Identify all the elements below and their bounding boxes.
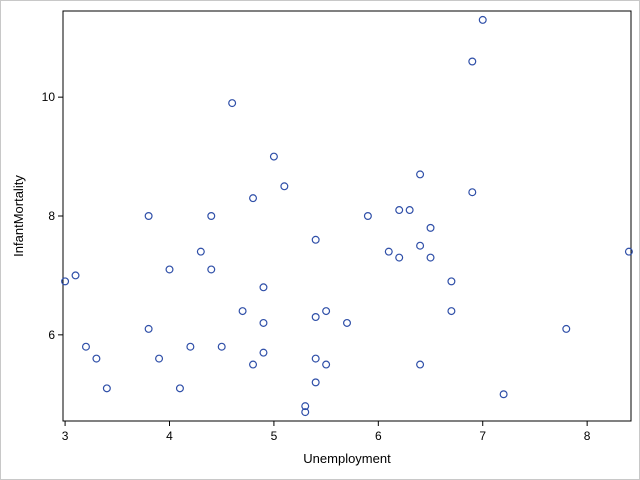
data-point [238,307,247,316]
data-point [624,247,633,256]
data-point [249,360,258,369]
y-axis-ticks: 6 8 10 [42,90,63,342]
data-point [311,313,320,322]
data-point [426,223,435,232]
data-point [322,360,331,369]
x-tick-label: 3 [62,429,69,443]
x-axis-label: Unemployment [303,451,391,466]
data-point [217,342,226,351]
data-point [311,378,320,387]
y-tick-label: 8 [48,209,55,223]
data-point [363,212,372,221]
data-point [61,277,70,286]
data-point [207,265,216,274]
x-tick-label: 5 [271,429,278,443]
data-point [499,390,508,399]
data-point [468,188,477,197]
data-point [175,384,184,393]
data-point [259,348,268,357]
data-point [228,99,237,108]
data-point [405,206,414,215]
x-tick-label: 6 [375,429,382,443]
x-tick-label: 4 [166,429,173,443]
data-point [395,253,404,262]
x-axis-ticks: 3 4 5 6 7 8 [62,421,591,443]
y-tick-label: 10 [42,90,56,104]
y-axis-label: InfantMortality [11,175,26,257]
data-point [416,360,425,369]
data-point [249,194,258,203]
data-point [155,354,164,363]
data-point [280,182,289,191]
data-point [447,277,456,286]
data-point [311,354,320,363]
data-point [269,152,278,161]
data-point [426,253,435,262]
data-point [447,307,456,316]
x-tick-label: 8 [584,429,591,443]
data-point [165,265,174,274]
data-point [311,235,320,244]
data-point [478,15,487,24]
data-point [92,354,101,363]
data-point [102,384,111,393]
data-point [207,212,216,221]
y-tick-label: 6 [48,328,55,342]
data-point [343,318,352,327]
data-point [144,212,153,221]
data-point [468,57,477,66]
data-point [395,206,404,215]
data-point [322,307,331,316]
data-point [259,283,268,292]
data-point [416,241,425,250]
data-point [416,170,425,179]
data-point [301,408,310,417]
data-point [186,342,195,351]
data-point [562,324,571,333]
data-point [144,324,153,333]
data-point [81,342,90,351]
x-tick-label: 7 [479,429,486,443]
data-point [71,271,80,280]
data-point [301,402,310,411]
data-points [61,15,633,417]
data-point [384,247,393,256]
data-point [259,318,268,327]
plot-frame [62,10,632,422]
data-point [196,247,205,256]
